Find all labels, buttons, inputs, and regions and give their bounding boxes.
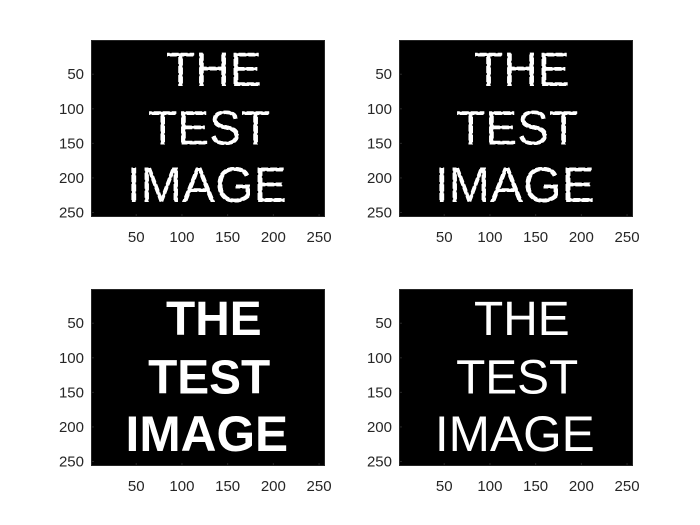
image-text-line: IMAGE xyxy=(435,406,595,462)
image-noise-overlay: THE xyxy=(474,44,570,97)
y-tick-label: 200 xyxy=(367,419,392,436)
x-tick-label: 250 xyxy=(307,478,332,495)
axes-frame xyxy=(91,40,325,217)
image-area xyxy=(91,289,325,466)
image-text-line: IMAGE xyxy=(435,157,595,213)
x-tick-label: 200 xyxy=(569,229,594,246)
x-tick-label: 150 xyxy=(523,229,548,246)
x-tick-label: 50 xyxy=(436,229,453,246)
x-tick-label: 150 xyxy=(215,478,240,495)
axes-frame xyxy=(399,40,633,217)
x-tick-label: 200 xyxy=(261,229,286,246)
y-tick-label: 100 xyxy=(59,350,84,367)
y-tick-label: 150 xyxy=(59,135,84,152)
image-text-line: THE xyxy=(166,293,262,346)
image-noise-overlay: TEST xyxy=(148,102,270,155)
y-tick-label: 150 xyxy=(367,384,392,401)
y-tick-label: 150 xyxy=(59,384,84,401)
x-tick-label: 150 xyxy=(523,478,548,495)
image-text-line: IMAGE xyxy=(127,157,287,213)
y-tick-label: 50 xyxy=(67,315,84,332)
image-text-line: TEST xyxy=(148,102,270,155)
image-noise-overlay: TEST xyxy=(456,102,578,155)
y-tick-label: 100 xyxy=(367,350,392,367)
image-noise-overlay: IMAGE xyxy=(127,157,287,213)
image-area xyxy=(399,40,633,217)
x-tick-label: 250 xyxy=(307,229,332,246)
image-text-line: THE xyxy=(166,44,262,97)
y-tick-label: 100 xyxy=(59,101,84,118)
y-tick-label: 100 xyxy=(367,101,392,118)
x-tick-label: 150 xyxy=(215,229,240,246)
axes-frame xyxy=(399,289,633,466)
image-area xyxy=(91,40,325,217)
x-tick-label: 200 xyxy=(261,478,286,495)
image-text-line: TEST xyxy=(456,102,578,155)
image-text-line: TEST xyxy=(456,351,578,404)
y-tick-label: 50 xyxy=(375,315,392,332)
x-tick-label: 50 xyxy=(128,229,145,246)
x-tick-label: 250 xyxy=(615,478,640,495)
y-tick-label: 200 xyxy=(59,170,84,187)
x-tick-label: 50 xyxy=(128,478,145,495)
y-tick-label: 150 xyxy=(367,135,392,152)
x-tick-label: 100 xyxy=(477,478,502,495)
panel-top-left: THETHETESTTESTIMAGEIMAGE5010015020025050… xyxy=(59,40,332,246)
y-tick-label: 250 xyxy=(59,454,84,471)
y-tick-label: 250 xyxy=(367,205,392,222)
x-tick-label: 100 xyxy=(169,478,194,495)
y-tick-label: 200 xyxy=(59,419,84,436)
panel-top-right: THETHETESTTESTIMAGEIMAGE5010015020025050… xyxy=(367,40,640,246)
image-area xyxy=(399,289,633,466)
y-tick-label: 250 xyxy=(59,205,84,222)
y-tick-label: 50 xyxy=(67,66,84,83)
y-tick-label: 50 xyxy=(375,66,392,83)
axes-frame xyxy=(91,289,325,466)
image-text-line: IMAGE xyxy=(126,406,289,462)
y-tick-label: 200 xyxy=(367,170,392,187)
image-noise-overlay: IMAGE xyxy=(435,157,595,213)
image-text-line: THE xyxy=(474,293,570,346)
y-tick-label: 250 xyxy=(367,454,392,471)
image-text-line: THE xyxy=(474,44,570,97)
image-noise-overlay: THE xyxy=(166,44,262,97)
x-tick-label: 50 xyxy=(436,478,453,495)
x-tick-label: 100 xyxy=(169,229,194,246)
x-tick-label: 100 xyxy=(477,229,502,246)
image-text-line: TEST xyxy=(148,351,270,404)
x-tick-label: 200 xyxy=(569,478,594,495)
x-tick-label: 250 xyxy=(615,229,640,246)
